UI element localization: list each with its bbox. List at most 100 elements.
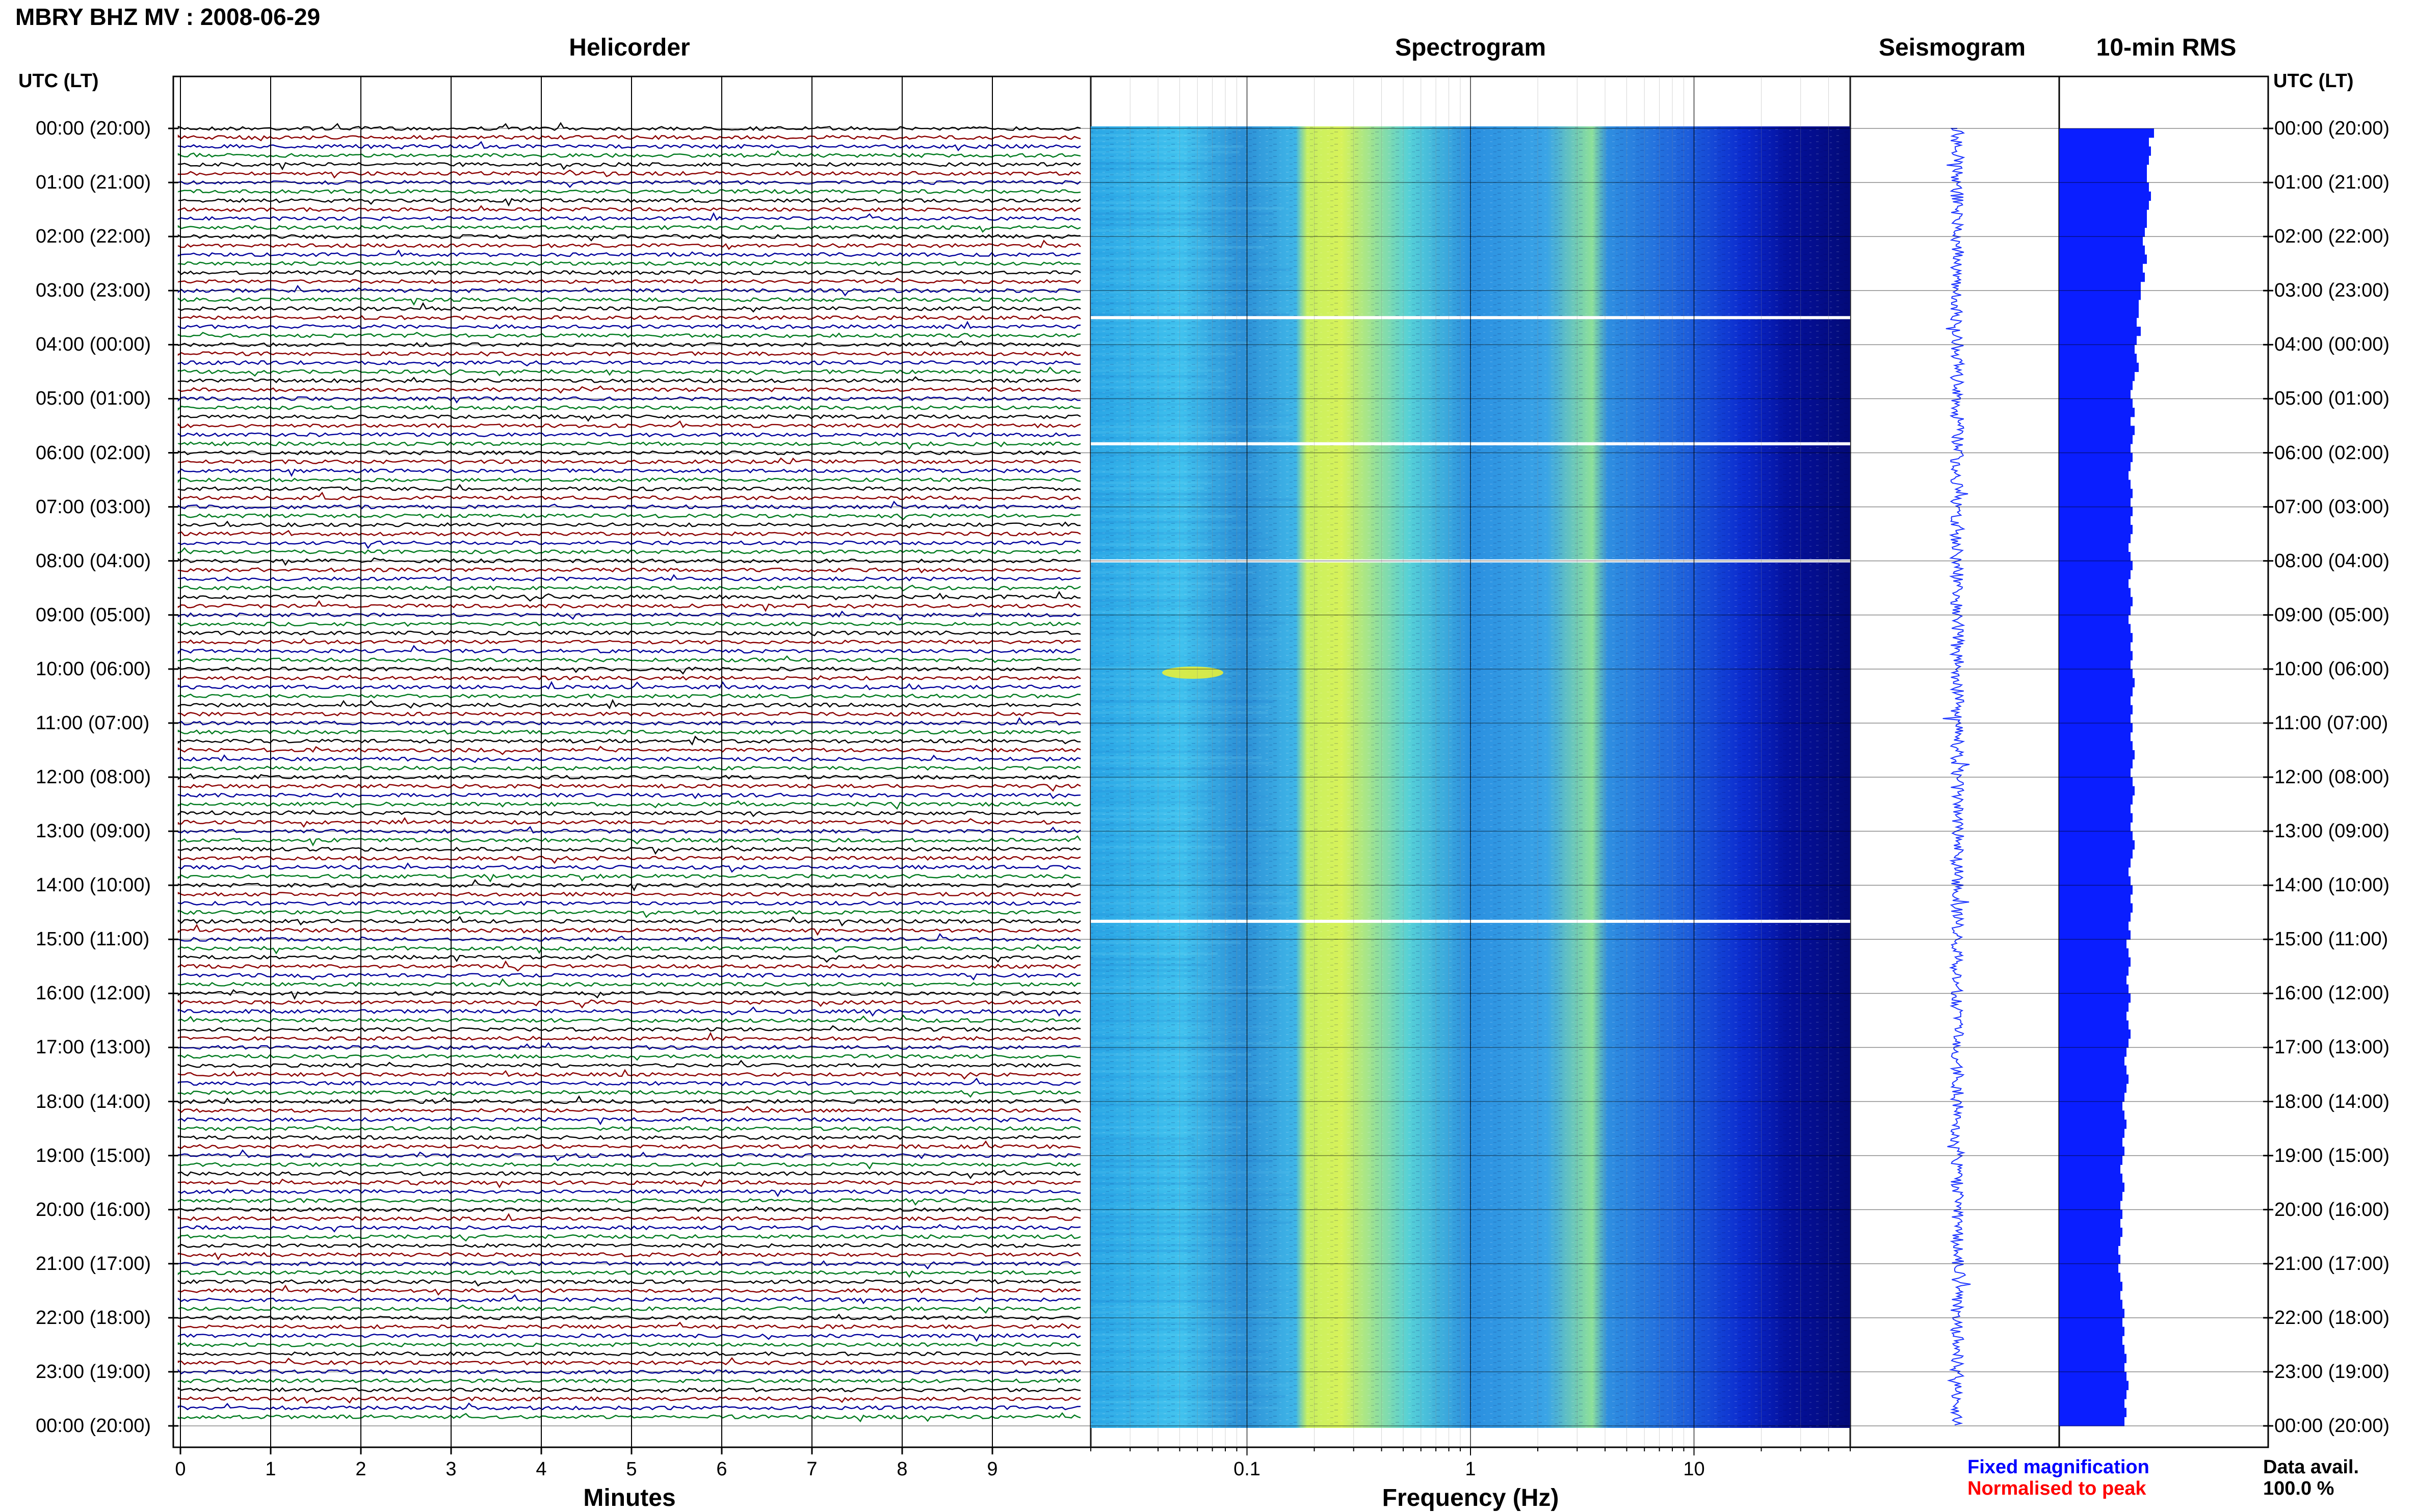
- rms-bar: [2059, 1371, 2126, 1382]
- helicorder-trace: [177, 249, 1081, 257]
- helicorder-trace: [177, 735, 1081, 746]
- rms-bar: [2059, 1056, 2124, 1066]
- spectrogram-row: [1091, 1081, 1270, 1084]
- rms-bar: [2059, 597, 2133, 606]
- rms-bar: [2059, 894, 2131, 904]
- helicorder-trace: [177, 520, 1081, 528]
- rms-bar: [2059, 552, 2131, 562]
- spectrogram-title: Spectrogram: [1395, 34, 1546, 61]
- rms-bar: [2059, 786, 2135, 795]
- spectrogram-row: [1091, 1070, 1236, 1073]
- rms-bar: [2059, 813, 2133, 823]
- rms-bar: [2059, 354, 2137, 363]
- spectrogram-row: [1091, 605, 1265, 607]
- helicorder-trace: [177, 783, 1081, 792]
- spectrogram-row: [1091, 930, 1259, 933]
- rms-bar: [2059, 1390, 2126, 1399]
- spectrogram-row: [1091, 1322, 1281, 1325]
- rms-bar: [2059, 696, 2131, 706]
- spectrogram-row: [1091, 145, 1244, 148]
- spectrogram-row: [1091, 1356, 1263, 1359]
- spectrogram-row: [1091, 683, 1206, 686]
- rms-bar: [2059, 570, 2131, 579]
- spectrogram-row: [1091, 880, 1253, 882]
- helicorder-trace: [177, 1106, 1081, 1113]
- page-title: MBRY BHZ MV : 2008-06-29: [15, 4, 321, 30]
- rms-bar: [2059, 903, 2133, 913]
- legend-fixed: Fixed magnification: [1967, 1456, 2149, 1478]
- rms-bar: [2059, 624, 2131, 633]
- rms-bar: [2059, 1218, 2120, 1228]
- spectrogram-row: [1091, 992, 1240, 994]
- spectrogram-row: [1091, 336, 1206, 338]
- helicorder-trace: [177, 513, 1081, 520]
- spectrogram-row: [1091, 128, 1249, 131]
- spectrogram-row: [1091, 633, 1277, 635]
- spectrogram-row: [1091, 986, 1285, 989]
- spectrogram-row: [1091, 1412, 1234, 1415]
- spectrogram-tick-label: 10: [1683, 1458, 1705, 1480]
- rms-bar: [2059, 984, 2129, 994]
- spectrogram-row: [1091, 1373, 1272, 1375]
- spectrogram-row: [1091, 364, 1207, 366]
- helicorder-trace: [177, 600, 1081, 613]
- helicorder-trace: [177, 1006, 1081, 1017]
- time-label-right: 14:00 (10:00): [2274, 874, 2390, 896]
- rms-bar: [2059, 1020, 2129, 1030]
- rms-bar: [2059, 335, 2137, 345]
- helicorder-trace: [177, 360, 1081, 367]
- time-label-right: 08:00 (04:00): [2274, 550, 2390, 572]
- time-label-right: 13:00 (09:00): [2274, 820, 2390, 842]
- spectrogram-row: [1091, 824, 1276, 826]
- spectrogram-row: [1091, 1126, 1241, 1129]
- spectrogram-row: [1091, 252, 1275, 254]
- left-utc-label: UTC (LT): [18, 70, 99, 92]
- rms-bar: [2059, 389, 2131, 399]
- spectrogram-row: [1091, 229, 1202, 232]
- spectrogram-row: [1091, 739, 1222, 742]
- time-label-right: 00:00 (20:00): [2274, 1415, 2390, 1437]
- rms-bar: [2059, 1047, 2126, 1057]
- helicorder-trace: [177, 1162, 1081, 1170]
- spectrogram-row: [1091, 616, 1231, 619]
- spectrogram-row: [1091, 936, 1211, 938]
- spectrogram-row: [1091, 280, 1262, 282]
- spectrogram-row: [1091, 515, 1236, 518]
- helicorder-trace: [177, 630, 1081, 636]
- helicorder-trace: [177, 999, 1081, 1009]
- helicorder-trace: [177, 1053, 1081, 1061]
- helicorder-trace: [177, 467, 1081, 477]
- rms-bar: [2059, 1317, 2122, 1328]
- rms-bar: [2059, 1164, 2120, 1174]
- spectrogram-row: [1091, 358, 1229, 361]
- rms-bar: [2059, 209, 2147, 219]
- spectrogram-row: [1091, 1367, 1253, 1370]
- rms-bar: [2059, 1344, 2124, 1355]
- time-label-left: 12:00 (08:00): [36, 766, 151, 788]
- helicorder-trace: [177, 122, 1081, 131]
- time-label-left: 09:00 (05:00): [36, 604, 151, 626]
- rms-bar: [2059, 362, 2139, 372]
- spectrogram-row: [1091, 1418, 1233, 1420]
- spectrogram-row: [1091, 1003, 1229, 1005]
- spectrogram-row: [1091, 470, 1265, 473]
- spectrogram-row: [1091, 599, 1261, 602]
- helicorder-trace: [177, 169, 1081, 179]
- rms-bar: [2059, 615, 2129, 625]
- helicorder-trace: [177, 1351, 1081, 1357]
- spectrogram-row: [1091, 397, 1240, 400]
- rms-bar: [2059, 633, 2133, 643]
- spectrogram-row: [1091, 1300, 1225, 1303]
- rms-bar: [2059, 1209, 2122, 1219]
- spectrogram-row: [1091, 1171, 1291, 1174]
- helicorder-trace: [177, 314, 1081, 321]
- time-label-left: 16:00 (12:00): [36, 983, 151, 1004]
- spectrogram-row: [1091, 1328, 1196, 1331]
- spectrogram-row: [1091, 1339, 1281, 1342]
- rms-bar: [2059, 1065, 2126, 1075]
- rms-title: 10-min RMS: [2096, 34, 2237, 61]
- spectrogram-row: [1091, 426, 1293, 428]
- legend-normalised: Normalised to peak: [1967, 1478, 2146, 1499]
- time-label-left: 00:00 (20:00): [36, 1415, 151, 1437]
- helicorder-trace: [177, 1279, 1081, 1287]
